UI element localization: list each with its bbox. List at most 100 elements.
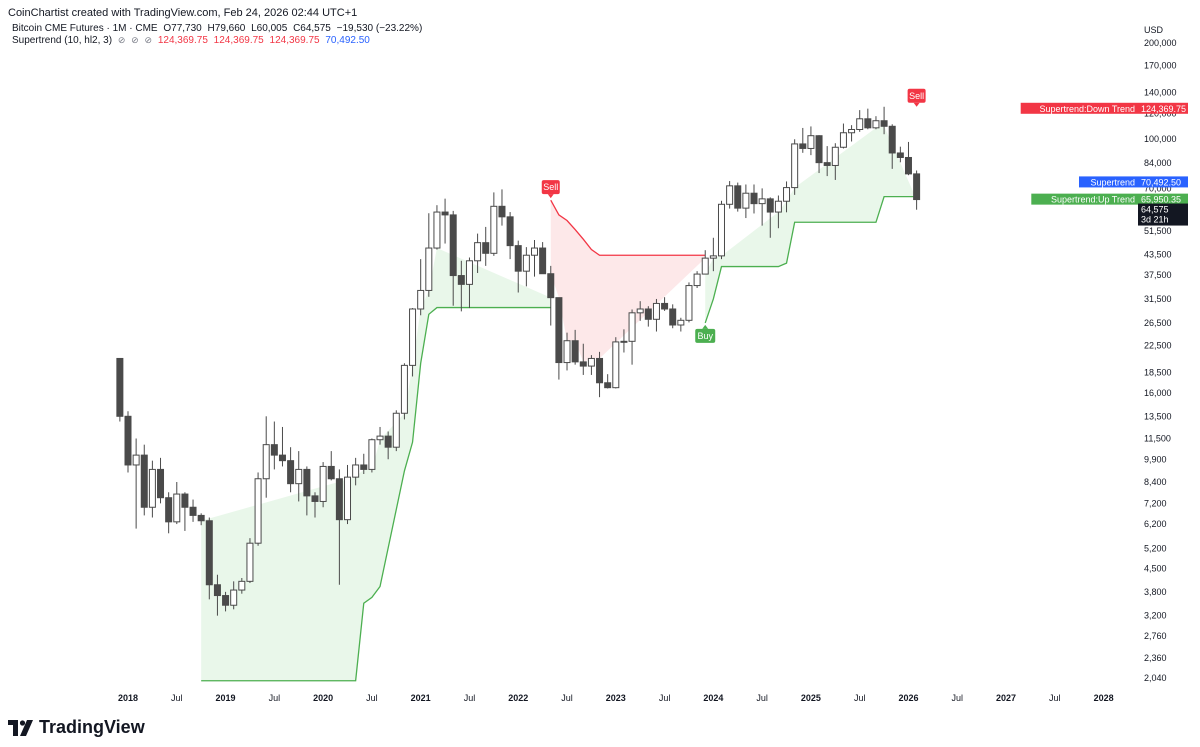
- candle: [644, 306, 652, 327]
- price-tick-label: 26,500: [1144, 318, 1172, 328]
- candle: [815, 135, 823, 174]
- tradingview-logo-icon: [8, 719, 33, 736]
- signal-badge: [695, 328, 716, 343]
- candle-body: [173, 493, 181, 523]
- candle-body: [604, 382, 612, 389]
- candle: [319, 462, 327, 508]
- price-axis[interactable]: USD200,000170,000140,000120,000100,00084…: [1144, 25, 1177, 683]
- indicator-value: 124,369.75: [269, 35, 320, 46]
- price-tick-label: 140,000: [1144, 87, 1177, 97]
- candle-body: [815, 135, 823, 164]
- candle: [587, 355, 595, 375]
- candle-body: [425, 247, 433, 291]
- candle: [612, 337, 620, 389]
- candle-body: [506, 216, 514, 247]
- time-axis[interactable]: 2018 Jul 2019 Jul 2020 Jul 2021 Jul 2022 Jul 2023 J…: [118, 693, 1114, 703]
- candle: [490, 192, 498, 256]
- candle-body: [368, 439, 376, 470]
- candle: [441, 198, 449, 244]
- ohlc-low: L60,005: [251, 23, 288, 34]
- price-tick-label: 84,000: [1144, 158, 1172, 168]
- candle-body: [717, 203, 725, 257]
- candle-body: [392, 412, 400, 448]
- candle: [709, 237, 717, 272]
- signal-label: Sell: [543, 182, 558, 192]
- candle: [376, 426, 384, 445]
- candle: [222, 591, 230, 612]
- time-tick-label: 2028: [1094, 693, 1114, 703]
- time-tick-label: 2020: [313, 693, 333, 703]
- candle-body: [791, 143, 799, 189]
- candle-body: [587, 357, 595, 367]
- candle: [189, 499, 197, 522]
- candle: [287, 447, 295, 493]
- hidden-plot-icon[interactable]: ⊘: [144, 35, 153, 45]
- candle-body: [295, 468, 303, 485]
- candle: [579, 343, 587, 375]
- candle: [465, 257, 473, 309]
- price-tick-label: 8,400: [1144, 477, 1167, 487]
- price-tick-label: 9,900: [1144, 454, 1167, 464]
- time-tick-label: 2027: [996, 693, 1016, 703]
- candle: [888, 124, 896, 169]
- candle-body: [709, 255, 717, 259]
- candle-body: [734, 185, 742, 209]
- candle: [311, 492, 319, 518]
- symbol-legend[interactable]: Bitcoin CME Futures · 1M · CME O77,730 H…: [12, 23, 425, 34]
- candle-body: [433, 211, 441, 249]
- candle-body: [165, 497, 173, 523]
- candle-body: [726, 185, 734, 205]
- hidden-plot-icon[interactable]: ⊘: [131, 35, 139, 45]
- candle: [831, 143, 839, 180]
- price-tick-label: 2,040: [1144, 673, 1167, 683]
- candle-body: [522, 254, 530, 272]
- up-trend-fill: [705, 126, 917, 323]
- time-tick-label: Jul: [952, 693, 964, 703]
- price-tag-name-bg: [1020, 102, 1138, 114]
- candle: [750, 184, 758, 214]
- candle-body: [896, 152, 904, 158]
- candle: [661, 297, 669, 311]
- candle-body: [652, 302, 660, 320]
- time-tick-label: Jul: [659, 693, 671, 703]
- candle: [677, 317, 685, 332]
- indicator-legend[interactable]: Supertrend (10, hl2, 3) ⊘ ⊘ ⊘ 124,369.75…: [12, 35, 373, 46]
- candle: [173, 482, 181, 525]
- candle-body: [335, 478, 343, 521]
- candle: [197, 513, 205, 526]
- price-tick-label: 22,500: [1144, 341, 1172, 351]
- candle: [360, 453, 368, 474]
- candle-body: [807, 135, 815, 149]
- candle: [327, 451, 335, 481]
- hidden-plot-icon[interactable]: ⊘: [117, 35, 126, 45]
- candle: [742, 184, 750, 219]
- candle: [213, 574, 221, 616]
- indicator-value: 124,369.75: [157, 35, 208, 46]
- signal-badge: [907, 88, 926, 103]
- price-tag-value: 124,369.75: [1141, 104, 1186, 114]
- candle: [335, 469, 343, 585]
- candle: [181, 492, 189, 531]
- currency-label: USD: [1144, 25, 1164, 35]
- candle-body: [352, 464, 360, 478]
- time-tick-label: Jul: [756, 693, 768, 703]
- candle-body: [327, 465, 335, 480]
- candle-body: [490, 205, 498, 254]
- candle: [823, 146, 831, 177]
- candle-body: [701, 257, 709, 275]
- price-tag-name: Supertrend: [1090, 177, 1135, 187]
- signal-labels: Sell Buy Sell: [541, 88, 926, 343]
- down-trend-fill: [550, 200, 706, 362]
- candle: [417, 259, 425, 316]
- candle: [148, 460, 156, 518]
- candle: [400, 363, 408, 420]
- supertrend-lines: [201, 195, 917, 682]
- time-tick-label: Jul: [854, 693, 866, 703]
- candle: [303, 466, 311, 516]
- tradingview-logo[interactable]: TradingView: [8, 717, 145, 738]
- price-tags: Supertrend:Down Trend 124,369.75Supertren…: [1020, 102, 1188, 226]
- time-tick-label: 2019: [216, 693, 236, 703]
- candle: [230, 581, 238, 610]
- candle: [140, 444, 148, 516]
